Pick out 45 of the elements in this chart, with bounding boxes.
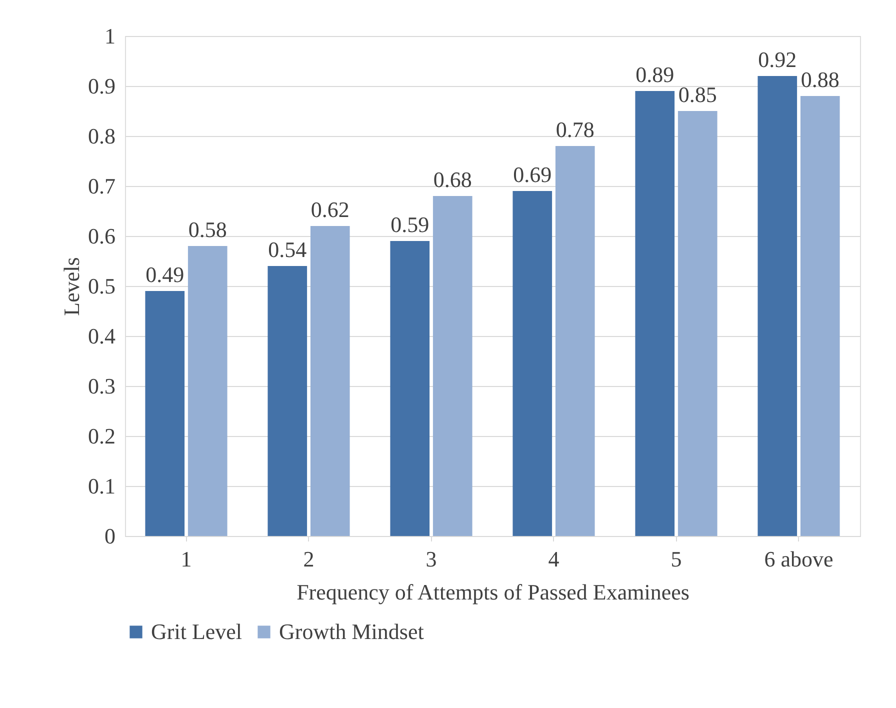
x-tick-label: 6 above [764,546,834,572]
legend-label: Grit Level [151,619,242,644]
bar [555,146,595,536]
data-label: 0.88 [800,67,840,92]
bar [145,291,185,536]
data-label: 0.68 [433,167,472,192]
y-tick-label: 1 [104,24,116,48]
bar [268,266,308,536]
x-tick-label: 1 [180,546,192,572]
bar [432,196,472,536]
x-tick-label: 5 [670,546,682,572]
y-tick-label: 0.7 [88,174,116,198]
data-label: 0.59 [390,212,430,237]
bar [758,76,798,536]
bar [188,246,228,536]
y-tick-label: 0.5 [88,274,116,298]
x-tick-label: 3 [426,546,437,572]
bar [800,96,840,536]
bar [390,241,430,536]
data-label: 0.92 [758,47,797,72]
data-label: 0.49 [146,262,184,287]
y-tick-label: 0.4 [88,324,116,348]
data-label: 0.78 [556,117,594,142]
data-label: 0.62 [310,197,350,222]
bar [635,91,675,536]
y-tick-label: 0 [104,524,116,548]
y-tick-label: 0.8 [88,124,116,148]
data-label: 0.69 [513,162,552,187]
bar [678,111,718,536]
legend-label: Growth Mindset [279,619,424,644]
data-label: 0.89 [636,62,674,87]
y-tick-label: 0.2 [88,424,116,448]
bar [310,226,350,536]
y-tick-label: 0.3 [88,374,116,398]
data-label: 0.58 [188,217,227,242]
x-tick-label: 2 [303,546,314,572]
x-tick-label: 4 [548,546,560,572]
data-label: 0.85 [678,82,717,107]
y-tick-label: 0.9 [88,74,116,98]
y-tick-label: 0.6 [88,224,116,248]
bar [512,191,552,536]
x-axis-title: Frequency of Attempts of Passed Examinees [296,580,690,604]
data-label: 0.54 [268,237,307,262]
y-tick-label: 0.1 [88,474,116,498]
y-axis-title: Levels [59,257,84,316]
